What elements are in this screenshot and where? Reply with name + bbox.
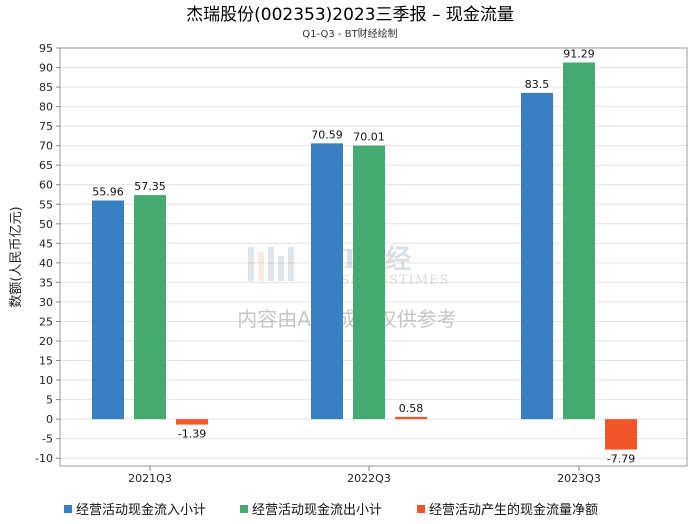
legend: 经营活动现金流入小计 经营活动现金流出小计 经营活动产生的现金流量净额 <box>64 502 598 518</box>
chart-subtitle: Q1-Q3 - BT财经绘制 <box>302 27 397 40</box>
y-tick-label: 65 <box>39 159 53 172</box>
bar <box>521 92 553 420</box>
y-axis-ticks: -10 -5 0 5 10 15 20 25 30 35 40 45 50 55 60 65 70 75 80 85 9… <box>35 42 60 465</box>
y-tick-label: 45 <box>39 237 53 250</box>
bars <box>92 62 637 450</box>
chart-title: 杰瑞股份(002353)2023三季报 – 现金流量 <box>186 5 514 25</box>
y-tick-label: 90 <box>39 62 53 75</box>
bar-value-label: 83.5 <box>525 78 550 91</box>
bar-value-label: 0.58 <box>399 402 424 415</box>
y-tick-label: 25 <box>39 315 53 328</box>
y-axis-label: 数额(人民币亿元) <box>9 206 24 307</box>
bar <box>353 145 385 420</box>
y-tick-label: 85 <box>39 81 53 94</box>
watermark-logo-icon <box>248 247 254 281</box>
watermark: BT财经 BUSINESSTIMES <box>248 244 449 288</box>
y-tick-label: 15 <box>39 355 53 368</box>
x-tick-label: 2022Q3 <box>347 472 391 485</box>
y-tick-label: 30 <box>39 296 53 309</box>
bar-value-label: 57.35 <box>134 180 166 193</box>
value-labels: 55.96 70.59 83.5 57.35 70.01 91.29 -1.39 0.58 -7… <box>92 47 635 465</box>
y-tick-label: -10 <box>35 452 53 465</box>
y-tick-label: 60 <box>39 179 53 192</box>
bar <box>563 62 595 420</box>
y-tick-label: 50 <box>39 218 53 231</box>
x-tick-label: 2021Q3 <box>128 472 172 485</box>
bar-value-label: 70.59 <box>311 128 343 141</box>
y-tick-label: 70 <box>39 140 53 153</box>
x-tick-label: 2023Q3 <box>557 472 601 485</box>
bar <box>92 200 124 420</box>
bar <box>311 143 343 420</box>
y-tick-label: 75 <box>39 120 53 133</box>
y-tick-label: -5 <box>42 433 53 446</box>
y-tick-label: 40 <box>39 257 53 270</box>
legend-label: 经营活动产生的现金流量净额 <box>429 502 598 518</box>
legend-swatch <box>64 505 72 513</box>
bar-value-label: -7.79 <box>607 453 635 466</box>
y-tick-label: 0 <box>46 413 53 426</box>
y-tick-label: 10 <box>39 374 53 387</box>
legend-swatch <box>417 505 425 513</box>
x-axis-ticks: 2021Q3 2022Q3 2023Q3 <box>128 466 601 485</box>
y-tick-label: 20 <box>39 335 53 348</box>
bar-value-label: 55.96 <box>92 186 124 199</box>
bar-value-label: 91.29 <box>563 47 595 60</box>
legend-label: 经营活动现金流入小计 <box>76 502 206 518</box>
bar <box>605 419 637 450</box>
y-tick-label: 5 <box>46 394 53 407</box>
bar-value-label: 70.01 <box>353 131 385 144</box>
legend-label: 经营活动现金流出小计 <box>252 502 382 518</box>
plot-area-border <box>59 47 688 467</box>
watermark-notice: 内容由AI生成，仅供参考 <box>237 307 457 331</box>
bar-value-label: -1.39 <box>178 428 206 441</box>
y-tick-label: 80 <box>39 101 53 114</box>
bar <box>134 195 166 420</box>
y-tick-label: 55 <box>39 198 53 211</box>
y-tick-label: 95 <box>39 42 53 55</box>
y-tick-label: 35 <box>39 276 53 289</box>
bar <box>395 416 427 420</box>
legend-swatch <box>240 505 248 513</box>
bar <box>176 419 208 425</box>
